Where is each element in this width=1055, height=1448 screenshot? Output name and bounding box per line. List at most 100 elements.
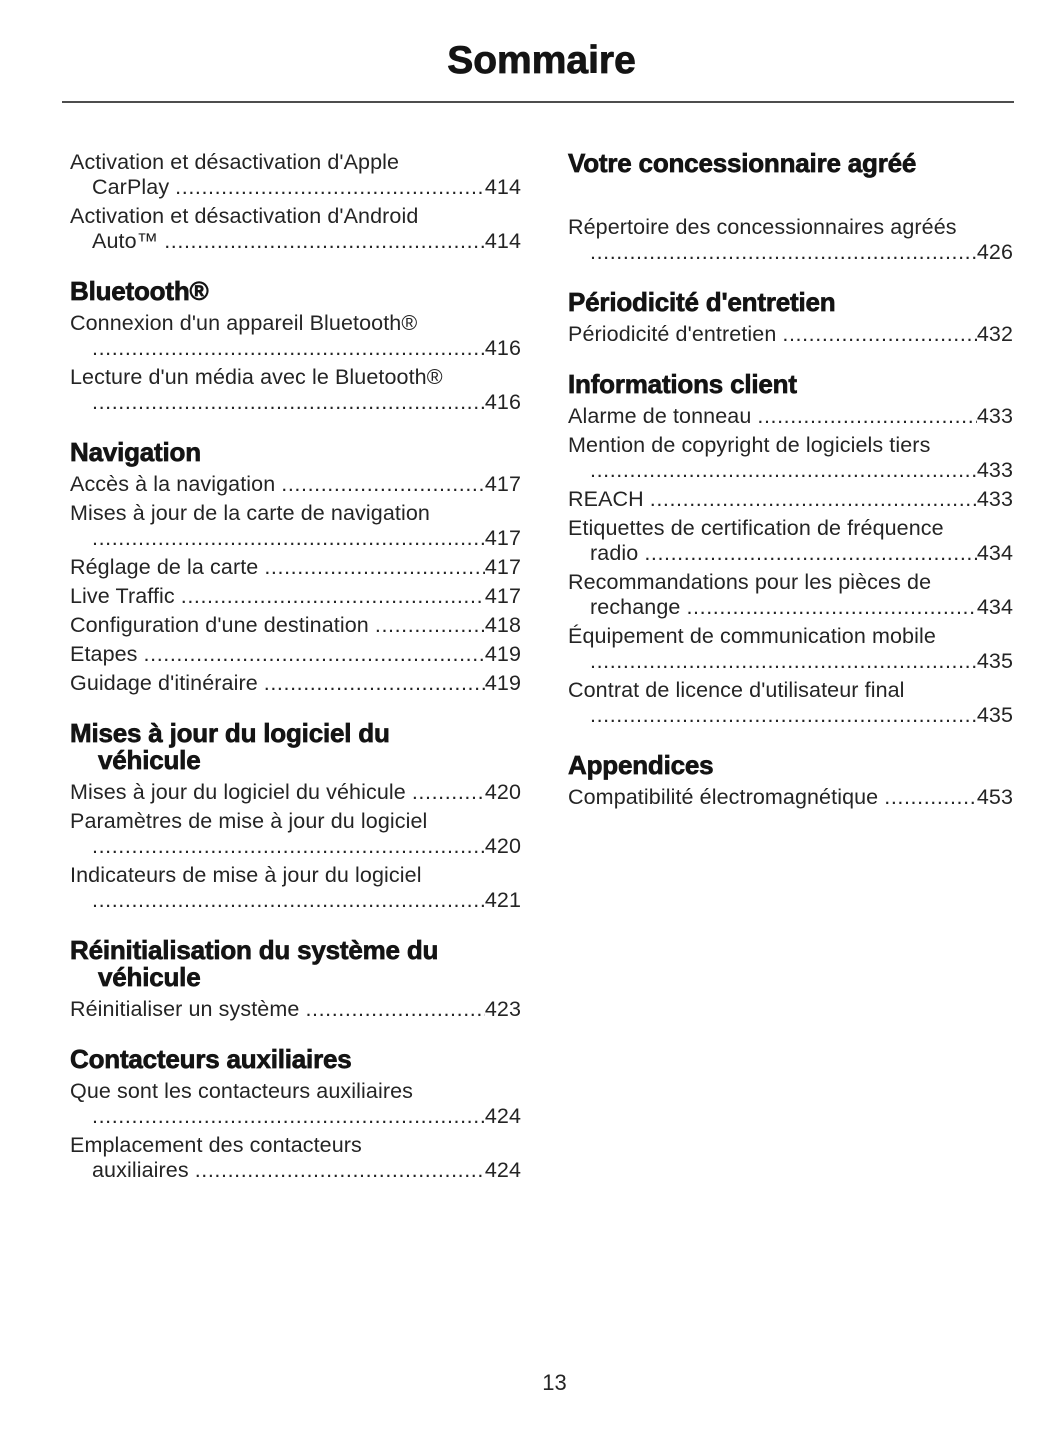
- dot-leader: ........................................…: [143, 642, 485, 666]
- dot-leader: ........................................…: [782, 322, 977, 346]
- dot-leader: ........................................…: [590, 458, 977, 482]
- page-ref-number: 435: [976, 703, 1013, 727]
- toc-entry-label: Connexion d'un appareil Bluetooth®: [70, 311, 418, 335]
- dot-leader: ........................................…: [92, 1104, 485, 1128]
- toc-entry: Activation et désactivation d'Android Aut…: [70, 204, 521, 254]
- dot-leader: ........................................…: [92, 390, 485, 414]
- page-ref-number: 416: [484, 336, 521, 360]
- toc-entry-label: Emplacement des contacteurs: [70, 1133, 362, 1157]
- toc-entry-label: Équipement de communication mobile: [568, 624, 936, 648]
- toc-entry: Que sont les contacteurs auxiliaires....…: [70, 1079, 521, 1129]
- toc-entry-line: ........................................…: [568, 240, 1013, 265]
- page-ref-number: 433: [976, 458, 1013, 482]
- toc-entry-line: Contrat de licence d'utilisateur final: [568, 678, 1013, 703]
- toc-entry: Emplacement des contacteurs auxiliaires..…: [70, 1133, 521, 1183]
- toc-entry-label: Mises à jour de la carte de navigation: [70, 501, 430, 525]
- toc-entry-line: ........................................…: [70, 834, 521, 859]
- toc-entry-line: ........................................…: [568, 703, 1013, 728]
- toc-entry-line: ........................................…: [70, 888, 521, 913]
- page-ref-number: 433: [976, 487, 1013, 511]
- toc-entry-line: ........................................…: [70, 390, 521, 415]
- page-ref-number: 423: [484, 997, 521, 1021]
- dot-leader: ........................................…: [884, 785, 977, 809]
- section-heading: Périodicité d'entretien: [568, 287, 836, 317]
- toc-entry-line: Mises à jour de la carte de navigation: [70, 501, 521, 526]
- page-ref-number: 434: [976, 595, 1013, 619]
- toc-entry-label: Répertoire des concessionnaires agréés: [568, 215, 957, 239]
- section-heading: Contacteurs auxiliaires: [70, 1044, 352, 1074]
- toc-entry-label: Auto™: [92, 229, 159, 253]
- dot-leader: ........................................…: [92, 888, 485, 912]
- toc-entry: Accès à la navigation...................…: [70, 472, 521, 497]
- toc-entry: Répertoire des concessionnaires agréés..…: [568, 215, 1013, 265]
- dot-leader: ........................................…: [757, 404, 976, 428]
- toc-entry-line: Auto™...................................…: [70, 229, 521, 254]
- page-ref-number: 432: [976, 322, 1013, 346]
- dot-leader: ........................................…: [92, 526, 485, 550]
- toc-entry-line: ........................................…: [568, 649, 1013, 674]
- page-ref-number: 417: [484, 526, 521, 550]
- toc-section: Appendices Compatibilité électromagnétiqu…: [568, 750, 1013, 810]
- toc-entry-label: REACH: [568, 487, 644, 511]
- toc-entry: Alarme de tonneau.......................…: [568, 404, 1013, 429]
- dot-leader: ........................................…: [264, 555, 484, 579]
- toc-entry-label: rechange: [590, 595, 681, 619]
- toc-entry: Activation et désactivation d'Apple CarPl…: [70, 150, 521, 200]
- toc-entry: Etapes..................................…: [70, 642, 521, 667]
- toc-entry: Recommandations pour les pièces de rechan…: [568, 570, 1013, 620]
- section-heading: Appendices: [568, 750, 714, 780]
- toc-entry-line: Périodicité d'entretien.................…: [568, 322, 1013, 347]
- dot-leader: ........................................…: [590, 649, 977, 673]
- toc-entry: Mention de copyright de logiciels tiers.…: [568, 433, 1013, 483]
- toc-entry: Etiquettes de certification de fréquence…: [568, 516, 1013, 566]
- toc-entry: Mises à jour du logiciel du véhicule....…: [70, 780, 521, 805]
- toc-entry-label: Réinitialiser un système: [70, 997, 300, 1021]
- dot-leader: ........................................…: [590, 240, 977, 264]
- toc-entry-line: Guidage d'itinéraire....................…: [70, 671, 521, 696]
- toc-entry-line: Lecture d'un média avec le Bluetooth®: [70, 365, 521, 390]
- toc-entry-label: Réglage de la carte: [70, 555, 259, 579]
- section-heading: Mises à jour du logiciel du véhicule: [70, 718, 391, 775]
- dot-leader: ........................................…: [411, 780, 485, 804]
- dot-leader: ........................................…: [649, 487, 977, 511]
- page-ref-number: 417: [484, 555, 521, 579]
- section-heading: Navigation: [70, 437, 202, 467]
- toc-entry-line: Mises à jour du logiciel du véhicule....…: [70, 780, 521, 805]
- section-heading: Réinitialisation du système du véhicule: [70, 935, 439, 992]
- toc-entry-label: Recommandations pour les pièces de: [568, 570, 932, 594]
- toc-entry-line: ........................................…: [70, 526, 521, 551]
- toc-entry-line: Mention de copyright de logiciels tiers: [568, 433, 1013, 458]
- toc-entry-label: radio: [590, 541, 639, 565]
- toc-entry-line: Paramètres de mise à jour du logiciel: [70, 809, 521, 834]
- toc-entry-line: REACH...................................…: [568, 487, 1013, 512]
- section-heading: Informations client: [568, 369, 798, 399]
- page-ref-number: 424: [484, 1104, 521, 1128]
- toc-entry-line: radio...................................…: [568, 541, 1013, 566]
- section-heading: Votre concessionnaire agréé: [568, 148, 917, 178]
- toc-entry-label: Etapes: [70, 642, 138, 666]
- toc-entry-label: CarPlay: [92, 175, 170, 199]
- toc-entry-line: Activation et désactivation d'Android: [70, 204, 521, 229]
- page-ref-number: 417: [484, 584, 521, 608]
- page-ref-number: 414: [484, 175, 521, 199]
- toc-entry-line: rechange................................…: [568, 595, 1013, 620]
- toc-entry-line: ........................................…: [568, 458, 1013, 483]
- dot-leader: ........................................…: [164, 229, 485, 253]
- toc-section: Informations client Alarme de tonneau....…: [568, 369, 1013, 728]
- toc-section: Navigation Accès à la navigation.........…: [70, 437, 521, 696]
- page-ref-number: 417: [484, 472, 521, 496]
- toc-entry: Lecture d'un média avec le Bluetooth®...…: [70, 365, 521, 415]
- dot-leader: ........................................…: [590, 703, 977, 727]
- toc-entry-line: Alarme de tonneau.......................…: [568, 404, 1013, 429]
- page-ref-number: 414: [484, 229, 521, 253]
- toc-entry: Paramètres de mise à jour du logiciel...…: [70, 809, 521, 859]
- toc-entry: Compatibilité électromagnétique.........…: [568, 785, 1013, 810]
- dot-leader: ........................................…: [180, 584, 485, 608]
- toc-entry: Réinitialiser un système................…: [70, 997, 521, 1022]
- dot-leader: ........................................…: [686, 595, 977, 619]
- toc-entry-line: ........................................…: [70, 1104, 521, 1129]
- toc-entry-line: Connexion d'un appareil Bluetooth®: [70, 311, 521, 336]
- page-ref-number: 434: [976, 541, 1013, 565]
- dot-leader: ........................................…: [644, 541, 977, 565]
- page-ref-number: 420: [484, 780, 521, 804]
